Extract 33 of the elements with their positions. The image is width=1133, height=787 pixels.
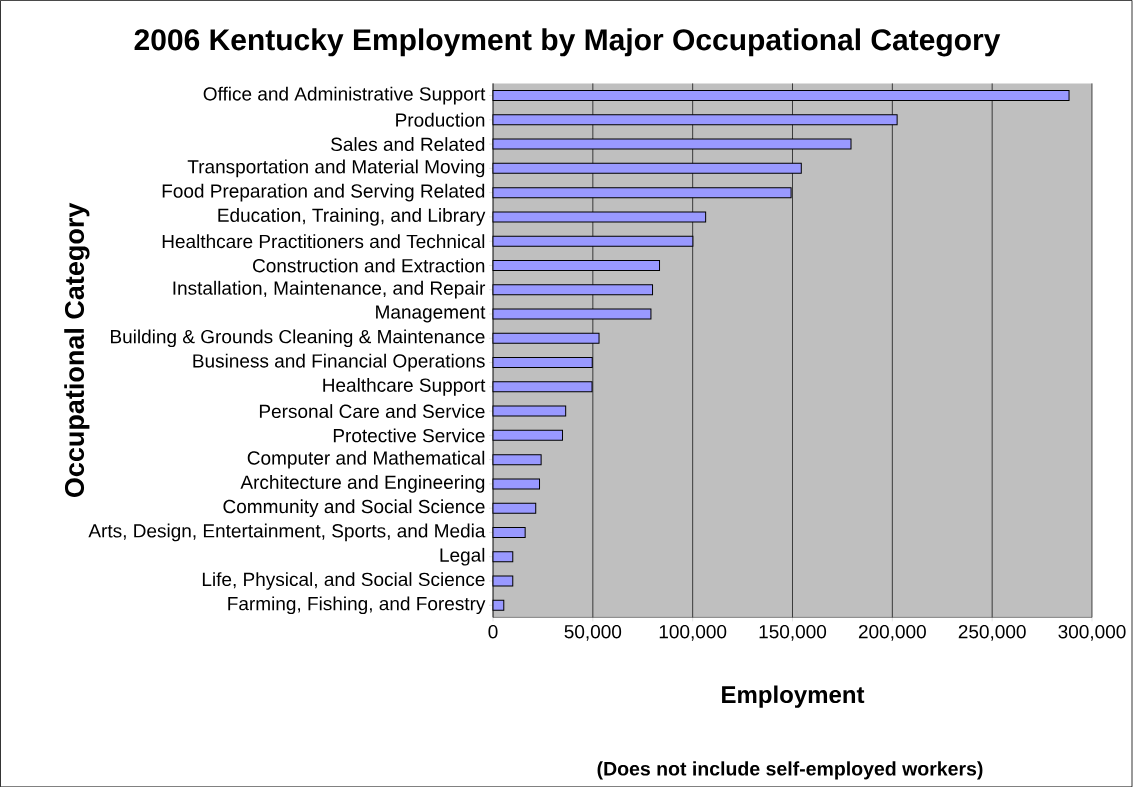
x-tick-label: 0 xyxy=(488,624,498,639)
x-tick-label: 150,000 xyxy=(759,624,827,641)
chart-title: 2006 Kentucky Employment by Major Occupational Category xyxy=(134,28,1001,57)
x-tick-label: 250,000 xyxy=(958,624,1026,641)
y-tick-label: Farming, Fishing, and Forestry xyxy=(228,596,486,614)
y-axis-title: Occupational Category xyxy=(64,202,90,497)
y-tick-label: Transportation and Material Moving xyxy=(187,159,485,178)
x-axis-title: Employment xyxy=(722,685,865,708)
y-tick-label: Building & Grounds Cleaning & Maintenance xyxy=(111,329,485,347)
y-tick-label: Life, Physical, and Social Science xyxy=(202,571,485,590)
x-tick-label: 50,000 xyxy=(564,624,622,641)
y-tick-label: Healthcare Support xyxy=(323,377,486,396)
y-tick-label: Arts, Design, Entertainment, Sports, and Media xyxy=(88,523,486,542)
text: (Does not include self-employed workers) xyxy=(597,761,983,780)
x-tick-label: 100,000 xyxy=(659,624,727,641)
y-tick-label: Management xyxy=(376,305,486,323)
y-tick-label: Community and Social Science xyxy=(223,499,485,517)
y-tick-label: Production xyxy=(396,112,485,127)
x-tick-label: 300,000 xyxy=(1058,624,1126,641)
y-tick-label: Installation, Maintenance, and Repair xyxy=(173,280,486,299)
y-tick-label: Legal xyxy=(440,547,485,566)
y-tick-label: Architecture and Engineering xyxy=(240,474,485,493)
y-tick-label: Sales and Related xyxy=(331,136,485,151)
y-tick-label: Protective Service xyxy=(333,428,485,443)
x-tick-label: 200,000 xyxy=(858,624,926,641)
y-tick-label: Food Preparation and Serving Related xyxy=(162,183,485,202)
y-tick-label: Construction and Extraction xyxy=(253,258,485,273)
y-tick-label: Healthcare Practitioners and Technical xyxy=(162,234,485,248)
y-tick-label: Personal Care and Service xyxy=(259,403,485,418)
y-tick-label: Business and Financial Operations xyxy=(193,353,485,372)
y-tick-label: Education, Training, and Library xyxy=(218,207,486,226)
y-tick-label: Computer and Mathematical xyxy=(247,450,485,469)
y-tick-label: Office and Administrative Support xyxy=(203,86,486,105)
